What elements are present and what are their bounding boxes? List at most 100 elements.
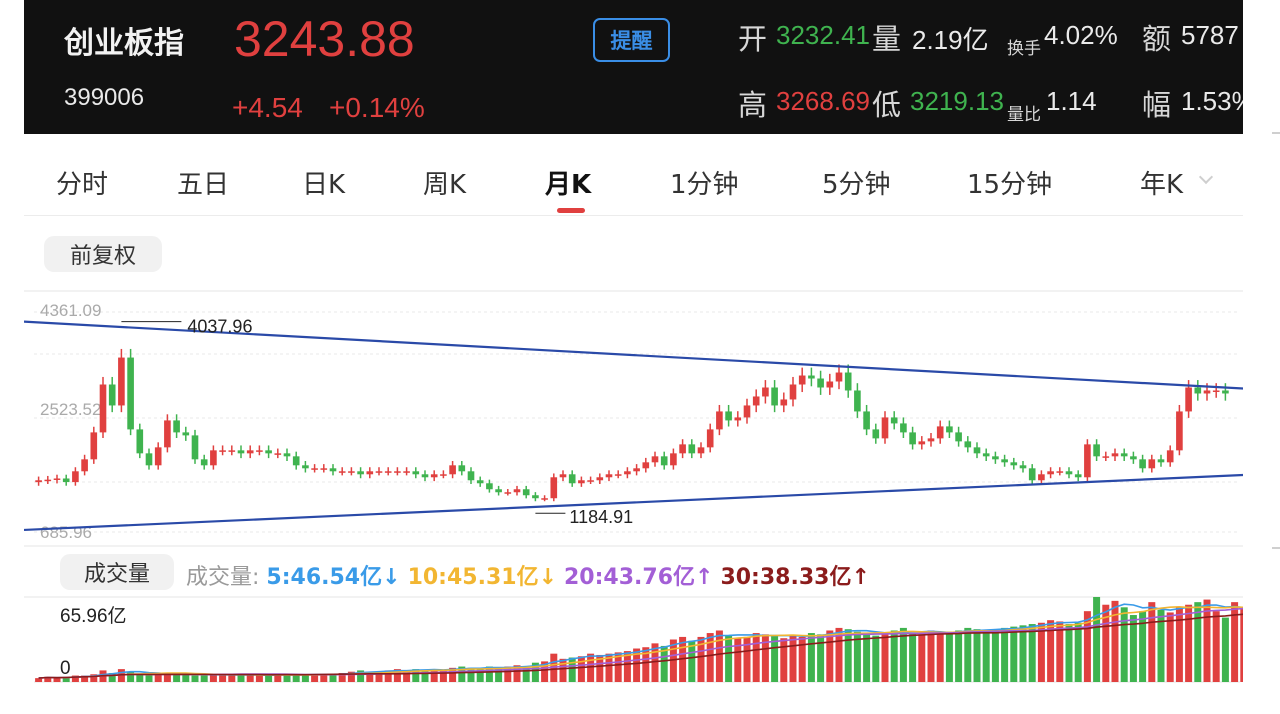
volume-bar	[163, 672, 171, 682]
volume-bar	[936, 633, 944, 682]
candle-body	[688, 444, 696, 454]
volume-indicator-button[interactable]: 成交量	[60, 554, 174, 590]
volume-bar	[964, 627, 972, 682]
volume-bar	[605, 653, 613, 682]
candle-body	[909, 432, 916, 445]
volume-bar	[1139, 611, 1147, 682]
tab-1-minute[interactable]: 1分钟	[670, 170, 739, 200]
ma10-label: 10:45.31亿↓	[407, 565, 557, 590]
candle-body	[1203, 390, 1211, 394]
y-axis-label: 2523.52	[40, 400, 101, 419]
candle-body	[936, 426, 944, 439]
candle-body	[412, 471, 420, 475]
scroll-edge-mark	[1272, 132, 1280, 134]
candle-body	[725, 411, 732, 421]
volume-bar	[495, 667, 503, 682]
trend-line	[24, 473, 1243, 532]
volume-bar	[531, 662, 539, 682]
low-value: 3219.13	[910, 86, 1004, 116]
volume-bar	[614, 652, 622, 682]
volume-bar	[688, 640, 696, 682]
volume-bar	[651, 643, 659, 682]
ma5-label: 5:46.54亿↓	[266, 565, 401, 590]
volume-bar	[623, 651, 631, 682]
candle-body	[900, 423, 907, 433]
volume-bar	[1028, 624, 1036, 682]
candle-body	[338, 471, 346, 473]
candle-body	[1065, 471, 1073, 475]
adjust-mode-button[interactable]: 前复权	[44, 236, 162, 272]
open-label: 开	[738, 22, 768, 56]
tab-15-minute[interactable]: 15分钟	[967, 170, 1053, 200]
volume-bar	[209, 674, 217, 682]
volume-bar	[357, 670, 365, 682]
candle-body	[219, 450, 226, 452]
volume-bar	[421, 670, 429, 682]
candle-body	[1222, 390, 1229, 394]
candle-body	[568, 474, 576, 484]
candle-body	[1212, 390, 1220, 392]
volume-bar	[228, 675, 236, 682]
volume-bar	[375, 671, 383, 682]
volume-bar	[743, 636, 751, 682]
ma20-label: 20:43.76亿↑	[564, 565, 714, 590]
quote-header: 创业板指 3243.88 399006 +4.54 +0.14% 提醒 开 32…	[24, 0, 1243, 134]
candle-body	[835, 372, 843, 382]
candle-body	[1010, 462, 1018, 466]
candle-body	[384, 471, 392, 473]
candle-body	[992, 456, 999, 460]
tab-weekly-k[interactable]: 周K	[423, 170, 467, 200]
tab-yearly-k[interactable]: 年K	[1140, 170, 1184, 200]
candle-body	[578, 480, 585, 484]
volume-bar	[301, 674, 309, 682]
candle-body	[927, 438, 935, 442]
amount-label: 额	[1142, 22, 1172, 56]
candle-body	[633, 468, 640, 472]
candle-body	[1056, 471, 1064, 473]
volume-bar	[909, 633, 917, 682]
volume-bar	[173, 674, 181, 682]
volume-bar	[439, 670, 447, 682]
candle-body	[440, 474, 447, 476]
volume-bar	[715, 630, 723, 682]
candle-body	[62, 478, 70, 483]
volume-bar	[1010, 626, 1018, 682]
volume-legend-prefix: 成交量:	[186, 565, 260, 590]
candle-body	[550, 477, 558, 499]
tab-daily-k[interactable]: 日K	[302, 170, 346, 200]
volume-bar	[881, 633, 889, 682]
volume-bar	[513, 665, 521, 682]
volume-bar	[991, 629, 999, 682]
volume-ma-line	[38, 613, 1243, 679]
candle-body	[320, 468, 328, 470]
candle-body	[486, 483, 493, 490]
candle-body	[292, 456, 300, 466]
candle-body	[145, 453, 153, 466]
volume-bar	[320, 674, 328, 682]
trend-line	[24, 320, 1243, 390]
candle-body	[366, 471, 374, 475]
candle-body	[265, 450, 272, 454]
candle-body	[614, 474, 622, 476]
volume-bar	[127, 671, 135, 682]
candle-body	[982, 453, 990, 457]
tab-monthly-k[interactable]: 月K	[545, 170, 592, 200]
volume-bar	[633, 648, 641, 682]
tab-intraday[interactable]: 分时	[56, 170, 109, 200]
volume-bar	[780, 638, 788, 682]
tab-5-minute[interactable]: 5分钟	[822, 170, 891, 200]
volume-bar	[191, 675, 199, 682]
remind-button[interactable]: 提醒	[593, 18, 670, 62]
candle-body	[964, 441, 972, 448]
tab-five-day[interactable]: 五日	[177, 170, 230, 200]
candle-body	[1157, 459, 1165, 463]
turnover-label: 换手	[1007, 39, 1041, 59]
kline-chart[interactable]: 4361.09 2523.52 685.96 4037.96 1184.91 65.96亿…	[24, 0, 1243, 714]
volume-bar	[1093, 597, 1101, 682]
volume-bar	[1065, 624, 1073, 682]
volume-bar	[872, 635, 880, 682]
volume-bar	[292, 675, 300, 682]
candle-body	[1176, 411, 1183, 451]
volume-bar	[899, 627, 907, 682]
